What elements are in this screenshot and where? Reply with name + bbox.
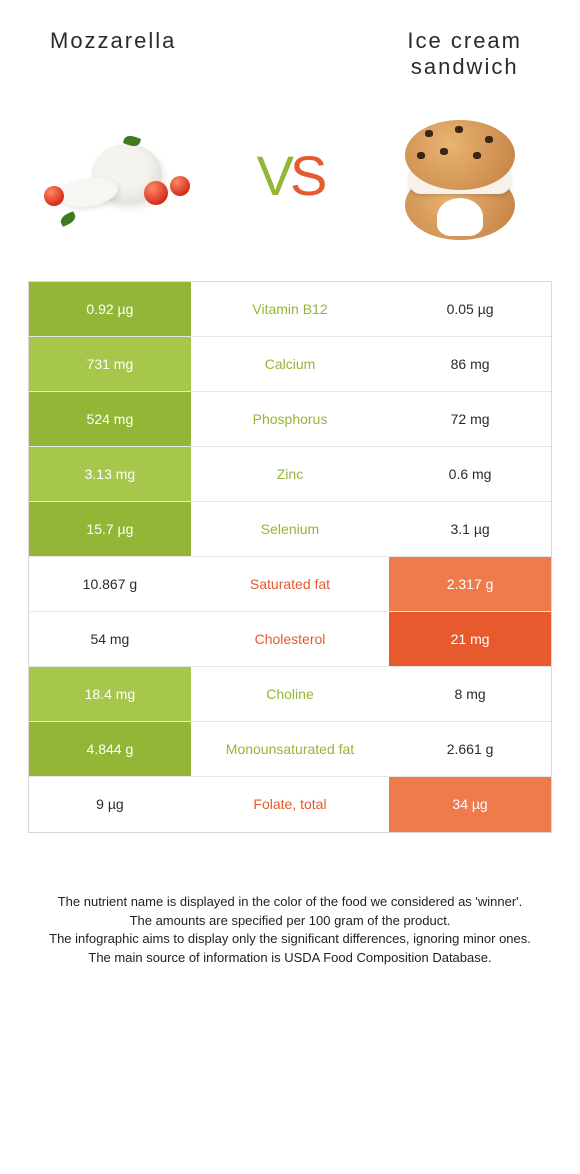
header: Mozzarella Ice cream sandwich — [0, 0, 580, 91]
hero-row: VS — [0, 91, 580, 271]
nutrient-name: Monounsaturated fat — [191, 722, 389, 776]
right-value: 2.317 g — [389, 557, 551, 611]
nutrient-row: 9 µgFolate, total34 µg — [29, 777, 551, 832]
nutrient-name: Cholesterol — [191, 612, 389, 666]
nutrient-row: 3.13 mgZinc0.6 mg — [29, 447, 551, 502]
right-value: 0.6 mg — [389, 447, 551, 501]
left-value: 9 µg — [29, 777, 191, 832]
nutrient-name: Choline — [191, 667, 389, 721]
nutrient-row: 15.7 µgSelenium3.1 µg — [29, 502, 551, 557]
left-value: 3.13 mg — [29, 447, 191, 501]
nutrient-row: 524 mgPhosphorus72 mg — [29, 392, 551, 447]
footer-line-3: The infographic aims to display only the… — [40, 930, 540, 949]
footer-notes: The nutrient name is displayed in the co… — [0, 833, 580, 968]
nutrient-row: 0.92 µgVitamin B120.05 µg — [29, 282, 551, 337]
right-food-title-wrap: Ice cream sandwich — [290, 28, 540, 81]
ice-cream-sandwich-image — [380, 111, 540, 241]
nutrient-name: Selenium — [191, 502, 389, 556]
right-food-title-line1: Ice cream — [407, 28, 522, 53]
footer-line-2: The amounts are specified per 100 gram o… — [40, 912, 540, 931]
left-value: 731 mg — [29, 337, 191, 391]
right-food-title: Ice cream sandwich — [407, 28, 522, 81]
left-value: 54 mg — [29, 612, 191, 666]
left-value: 524 mg — [29, 392, 191, 446]
right-value: 3.1 µg — [389, 502, 551, 556]
footer-line-1: The nutrient name is displayed in the co… — [40, 893, 540, 912]
nutrient-name: Zinc — [191, 447, 389, 501]
nutrient-name: Phosphorus — [191, 392, 389, 446]
vs-v: V — [257, 144, 290, 207]
nutrient-row: 731 mgCalcium86 mg — [29, 337, 551, 392]
left-food-title-wrap: Mozzarella — [40, 28, 290, 81]
right-value: 0.05 µg — [389, 282, 551, 336]
nutrient-table: 0.92 µgVitamin B120.05 µg731 mgCalcium86… — [28, 281, 552, 833]
right-value: 8 mg — [389, 667, 551, 721]
mozzarella-image — [40, 111, 200, 241]
left-value: 4.844 g — [29, 722, 191, 776]
right-food-title-line2: sandwich — [411, 54, 519, 79]
nutrient-row: 10.867 gSaturated fat2.317 g — [29, 557, 551, 612]
left-value: 0.92 µg — [29, 282, 191, 336]
left-food-title: Mozzarella — [50, 28, 290, 54]
nutrient-row: 54 mgCholesterol21 mg — [29, 612, 551, 667]
nutrient-row: 4.844 gMonounsaturated fat2.661 g — [29, 722, 551, 777]
right-value: 86 mg — [389, 337, 551, 391]
nutrient-row: 18.4 mgCholine8 mg — [29, 667, 551, 722]
right-value: 21 mg — [389, 612, 551, 666]
vs-s: S — [290, 144, 323, 207]
nutrient-name: Folate, total — [191, 777, 389, 832]
right-value: 72 mg — [389, 392, 551, 446]
left-value: 10.867 g — [29, 557, 191, 611]
nutrient-name: Vitamin B12 — [191, 282, 389, 336]
left-value: 18.4 mg — [29, 667, 191, 721]
vs-label: VS — [257, 148, 324, 204]
right-value: 34 µg — [389, 777, 551, 832]
nutrient-name: Saturated fat — [191, 557, 389, 611]
right-value: 2.661 g — [389, 722, 551, 776]
nutrient-name: Calcium — [191, 337, 389, 391]
footer-line-4: The main source of information is USDA F… — [40, 949, 540, 968]
left-value: 15.7 µg — [29, 502, 191, 556]
